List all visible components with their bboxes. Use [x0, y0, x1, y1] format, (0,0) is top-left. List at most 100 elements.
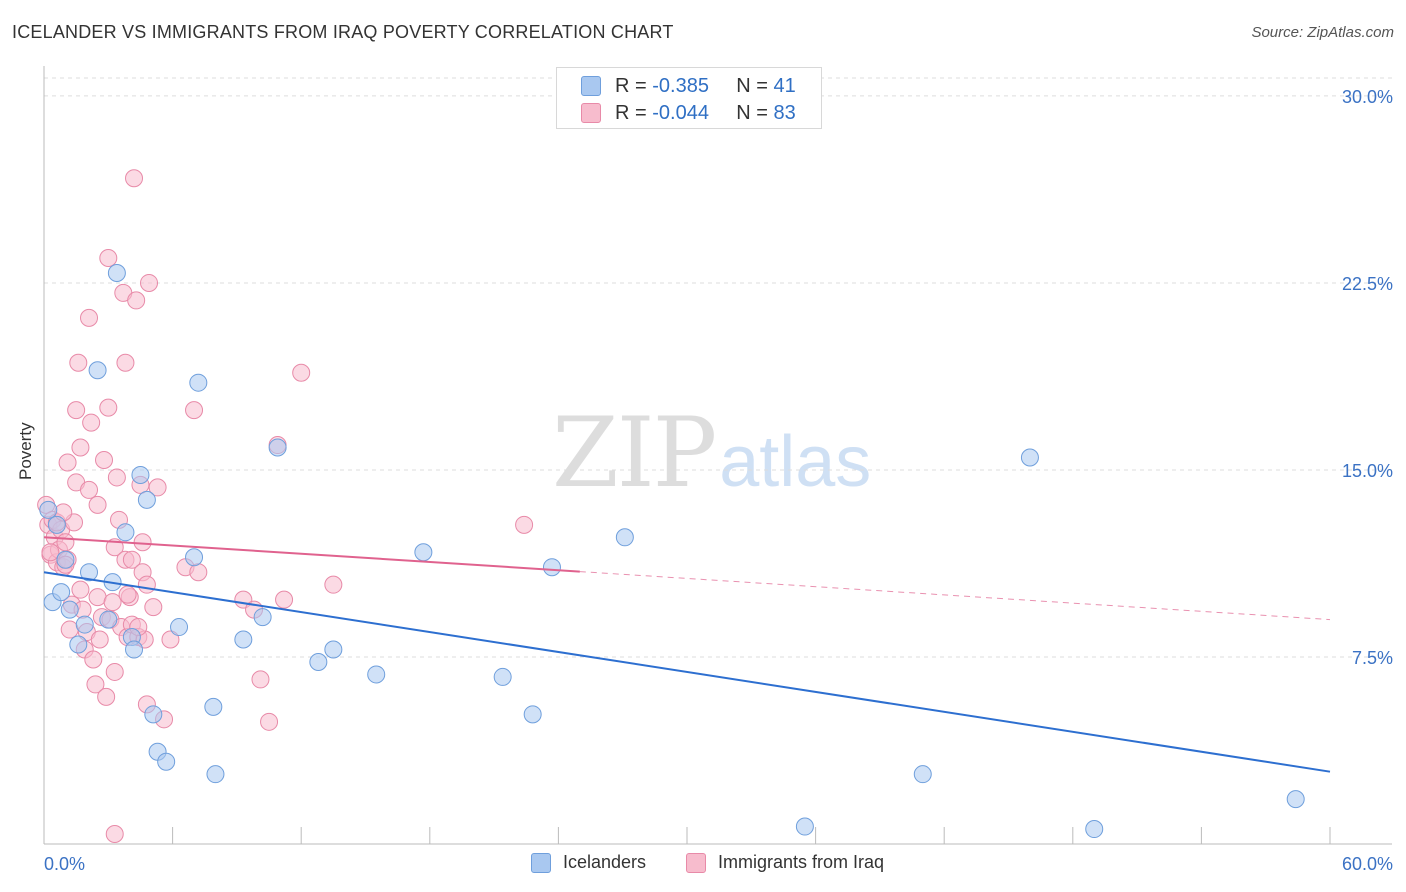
point-icelanders: [47, 515, 66, 534]
legend-label: Immigrants from Iraq: [718, 852, 885, 872]
y-tick-label: 30.0%: [1342, 87, 1393, 107]
point-icelanders: [157, 752, 176, 771]
point-icelanders: [268, 438, 287, 457]
swatch-pink-icon: [581, 103, 601, 123]
point-iraq: [118, 585, 137, 604]
r-value: -0.385: [652, 74, 709, 97]
point-icelanders: [493, 667, 512, 686]
point-iraq: [103, 593, 122, 612]
point-iraq: [116, 353, 135, 372]
n-label: N =: [736, 101, 768, 124]
point-iraq: [292, 363, 311, 382]
point-icelanders: [69, 635, 88, 654]
point-iraq: [251, 670, 270, 689]
legend-item-icelanders[interactable]: Icelanders: [531, 852, 646, 873]
point-iraq: [84, 650, 103, 669]
point-iraq: [189, 563, 208, 582]
point-iraq: [125, 169, 144, 188]
point-iraq: [105, 662, 124, 681]
point-icelanders: [52, 583, 71, 602]
point-iraq: [71, 580, 90, 599]
point-iraq: [88, 495, 107, 514]
trend-line-icelanders: [43, 571, 1331, 773]
watermark: ZIPatlas: [552, 405, 871, 502]
point-icelanders: [206, 765, 225, 784]
point-icelanders: [253, 608, 272, 627]
legend-row-iraq: R = -0.044 N = 83: [581, 101, 796, 125]
series-icelanders-points: [39, 263, 1305, 839]
legend-item-iraq[interactable]: Immigrants from Iraq: [686, 852, 884, 873]
point-icelanders: [99, 610, 118, 629]
watermark-zip: ZIP: [552, 397, 717, 509]
point-iraq: [82, 413, 101, 432]
point-iraq: [99, 249, 118, 268]
point-iraq: [58, 453, 77, 472]
watermark-atlas: atlas: [719, 422, 872, 502]
point-icelanders: [116, 523, 135, 542]
point-iraq: [260, 712, 279, 731]
legend-label: Icelanders: [563, 852, 647, 872]
grid-lines: [44, 77, 1392, 658]
r-value: -0.044: [652, 101, 709, 124]
point-icelanders: [234, 630, 253, 649]
point-icelanders: [189, 373, 208, 392]
point-icelanders: [39, 500, 58, 519]
point-iraq: [90, 630, 109, 649]
point-iraq: [144, 598, 163, 617]
source-label: Source: ZipAtlas.com: [1251, 24, 1394, 41]
legend-row-icelanders: R = -0.385 N = 41: [581, 74, 796, 98]
point-icelanders: [107, 263, 126, 282]
point-iraq: [515, 515, 534, 534]
point-iraq: [161, 630, 180, 649]
point-icelanders: [913, 765, 932, 784]
n-value: 83: [773, 101, 796, 124]
swatch-blue-icon: [531, 852, 551, 873]
point-icelanders: [75, 615, 94, 634]
point-icelanders: [542, 558, 561, 577]
point-icelanders: [137, 490, 156, 509]
point-icelanders: [88, 361, 107, 380]
y-tick-label: 15.0%: [1342, 461, 1393, 481]
correlation-legend: R = -0.385 N = 41 R = -0.044 N = 83: [556, 67, 822, 129]
point-iraq: [185, 401, 204, 420]
point-icelanders: [795, 817, 814, 836]
point-icelanders: [414, 543, 433, 562]
point-iraq: [275, 590, 294, 609]
point-icelanders: [523, 705, 542, 724]
point-iraq: [80, 308, 99, 327]
point-icelanders: [60, 600, 79, 619]
axes: [43, 66, 1392, 845]
y-tick-label: 7.5%: [1352, 648, 1393, 668]
point-iraq: [137, 575, 156, 594]
swatch-blue-icon: [581, 76, 601, 96]
trend-line-iraq-extension: [579, 571, 1331, 621]
point-iraq: [56, 533, 75, 552]
point-icelanders: [309, 652, 328, 671]
point-iraq: [140, 273, 159, 292]
point-iraq: [71, 438, 90, 457]
point-iraq: [95, 450, 114, 469]
x-tick-label: 60.0%: [1342, 854, 1393, 874]
point-icelanders: [1085, 820, 1104, 839]
point-iraq: [41, 543, 60, 562]
point-icelanders: [615, 528, 634, 547]
point-iraq: [97, 687, 116, 706]
point-icelanders: [324, 640, 343, 659]
trend-line-iraq: [43, 536, 580, 573]
x-tick-label: 0.0%: [44, 854, 85, 874]
point-icelanders: [185, 548, 204, 567]
point-icelanders: [80, 563, 99, 582]
point-iraq: [80, 480, 99, 499]
point-iraq: [88, 588, 107, 607]
point-icelanders: [204, 697, 223, 716]
point-iraq: [324, 575, 343, 594]
tick-labels: 7.5% 15.0% 22.5% 30.0% 0.0% 60.0%: [44, 87, 1393, 874]
point-icelanders: [170, 618, 189, 637]
point-iraq: [69, 353, 88, 372]
point-iraq: [127, 291, 146, 310]
point-iraq: [107, 468, 126, 487]
y-tick-label: 22.5%: [1342, 274, 1393, 294]
r-label: R =: [615, 101, 647, 124]
point-iraq: [105, 825, 124, 844]
